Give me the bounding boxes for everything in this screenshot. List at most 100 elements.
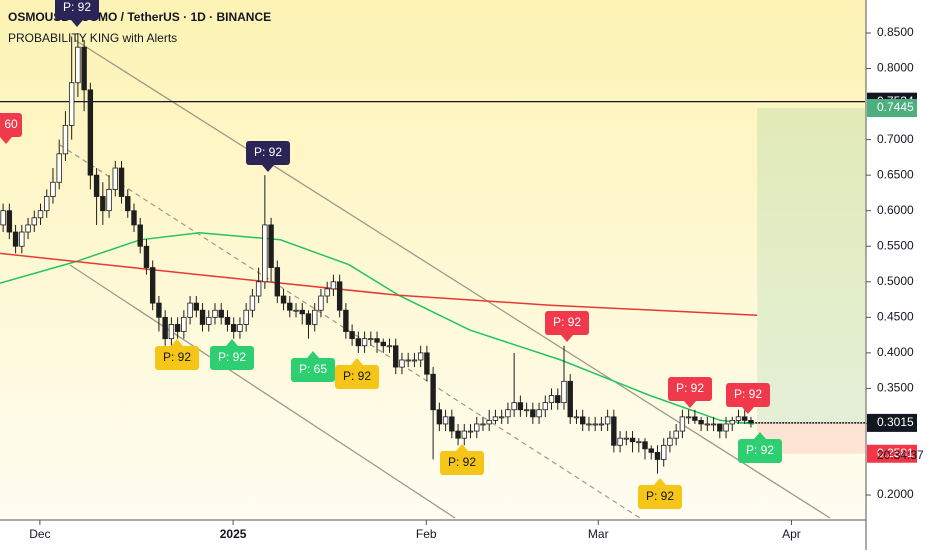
candle-body (424, 352, 430, 375)
candle-body (673, 430, 679, 439)
candle-body (168, 324, 175, 340)
y-tick-label: 0.4000 (877, 345, 914, 359)
signal-label: P: 92 (676, 381, 704, 395)
y-tick-label: 0.2000 (877, 487, 914, 501)
candle-body (492, 416, 499, 421)
price-badge-label: 0.7445 (877, 100, 914, 114)
candle-body (704, 423, 711, 426)
candle-body (56, 153, 62, 183)
signal-label: P: 92 (746, 443, 774, 457)
candle-body (131, 210, 137, 226)
candle-body (742, 416, 748, 421)
x-tick-label: Dec (29, 527, 50, 541)
candle-body (25, 224, 31, 233)
candle-body (592, 423, 598, 426)
candle-body (262, 224, 268, 283)
candle-body (118, 167, 125, 197)
candle-body (125, 196, 131, 212)
signal-badge (246, 141, 290, 165)
candle-body (505, 409, 511, 418)
signal-pointer (684, 401, 696, 408)
candle-body (511, 402, 517, 411)
candle-body (467, 430, 474, 433)
candle-body (137, 224, 143, 247)
candle-body (667, 437, 673, 446)
candle-body (648, 448, 654, 453)
candle-body (642, 441, 648, 450)
candle-body (498, 416, 505, 419)
candle-body (555, 395, 561, 404)
candle-body (486, 420, 492, 425)
signal-pointer (262, 165, 274, 172)
price-badge (867, 444, 917, 463)
y-tick-label: 0.7000 (877, 132, 914, 146)
candle-body (380, 341, 386, 347)
candle-body (442, 416, 449, 425)
candle-body (218, 309, 224, 318)
candle-body (567, 380, 573, 418)
candle-body (156, 302, 162, 318)
candle-body (368, 338, 374, 341)
candle-body (530, 409, 536, 418)
candle-body (62, 124, 69, 155)
candle-body (405, 359, 411, 362)
candle-body (149, 267, 156, 304)
candle-body (255, 281, 262, 297)
signal-pointer (561, 335, 573, 342)
candle-body (143, 245, 150, 268)
candle-body (692, 416, 698, 421)
channel-line (74, 39, 831, 519)
signal-badge (0, 113, 22, 137)
signal-badge (155, 346, 199, 370)
candle-body (19, 231, 25, 247)
candle-body (604, 416, 611, 425)
candle-body (399, 359, 405, 368)
candle-body (461, 430, 467, 439)
candle-body (411, 359, 418, 362)
signal-badge (335, 365, 379, 389)
candle-body (661, 444, 667, 460)
signal-pointer (226, 339, 238, 346)
candle-body (206, 316, 212, 325)
signal-badge (726, 383, 770, 407)
candle-body (343, 309, 349, 332)
candle-body (723, 423, 729, 432)
signal-badge (738, 439, 782, 463)
candle-body (12, 231, 19, 247)
candle-body (417, 352, 424, 361)
signal-badge (668, 377, 712, 401)
candle-body (81, 46, 87, 91)
candle-body (299, 309, 305, 315)
signal-pointer (742, 407, 754, 414)
signal-badge (210, 346, 254, 370)
candle-body (548, 395, 555, 404)
bar-countdown: 20:34:37 (877, 448, 924, 462)
candle-body (361, 338, 368, 347)
price-badge (867, 98, 917, 117)
signal-pointer (351, 358, 363, 365)
candle-body (274, 267, 281, 297)
profit-zone (757, 107, 865, 423)
candle-body (0, 210, 6, 226)
signal-label: P: 65 (299, 362, 327, 376)
moving-average (0, 231, 755, 425)
candle-body (611, 416, 617, 446)
signal-label: P: 92 (646, 489, 674, 503)
y-tick-label: 0.3500 (877, 381, 914, 395)
candle-body (31, 217, 37, 226)
candle-body (280, 295, 287, 304)
candle-body (561, 380, 567, 404)
candle-body (542, 402, 548, 411)
candle-body (636, 441, 642, 444)
candle-body (474, 423, 480, 432)
candle-body (717, 423, 723, 432)
candle-body (324, 288, 330, 297)
candle-body (729, 420, 735, 425)
candle-body (212, 309, 218, 318)
candle-body (349, 331, 355, 340)
signal-pointer (456, 444, 468, 451)
y-tick-label: 0.4500 (877, 310, 914, 324)
candle-body (181, 316, 187, 332)
x-tick-label: Feb (416, 527, 437, 541)
candle-body (517, 402, 524, 411)
